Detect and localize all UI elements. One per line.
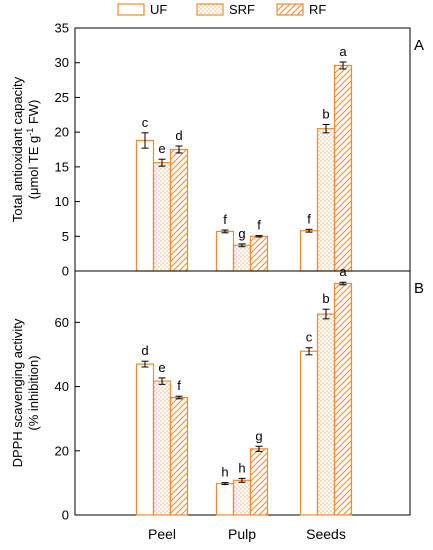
bar-a-srf-pulp: [232, 244, 252, 272]
y-tick-label-a: 30: [55, 55, 69, 70]
x-tick-label-seeds: Seeds: [306, 526, 346, 542]
significance-letter-b: h: [238, 460, 245, 475]
bar-a-srf-peel: [152, 162, 172, 272]
y-axis-label-b: DPPH scavenging activity(% inhibition): [10, 318, 41, 467]
panel-label-b: B: [414, 280, 424, 297]
significance-letter-b: e: [158, 360, 165, 375]
y-tick-label-a: 10: [55, 194, 69, 209]
significance-letter-b: b: [322, 291, 329, 306]
y-tick-label-b: 60: [55, 315, 69, 330]
significance-letter-a: f: [257, 218, 261, 233]
bar-a-uf-peel: [135, 139, 155, 272]
bar-b-rf-pulp: [249, 448, 269, 516]
significance-letter-a: d: [175, 128, 182, 143]
bar-b-uf-seeds: [299, 350, 319, 516]
significance-letter-a: f: [307, 211, 311, 226]
significance-letter-b: f: [177, 378, 181, 393]
panel-b: 0 20 40 60 B DPPH scavenging activity(% inhib…: [10, 264, 424, 522]
y-tick-label-b: 20: [55, 443, 69, 458]
legend-swatch-srf: [196, 3, 224, 16]
significance-letter-a: a: [339, 44, 347, 59]
y-tick-label-a: 0: [62, 264, 69, 279]
bar-b-srf-pulp: [232, 479, 252, 516]
y-tick-label-a: 5: [62, 229, 69, 244]
bar-a-rf-pulp: [249, 235, 269, 272]
bar-b-uf-pulp: [215, 482, 235, 516]
legend-label-srf: SRF: [229, 2, 255, 17]
y-tick-label-a: 20: [55, 125, 69, 140]
significance-letter-a: g: [238, 226, 245, 241]
bar-b-uf-peel: [135, 363, 155, 516]
bar-a-srf-seeds: [316, 128, 336, 272]
bar-a-rf-peel: [169, 148, 189, 272]
legend-label-uf: UF: [150, 2, 167, 17]
significance-letter-b: g: [255, 428, 262, 443]
legend: UF SRF RF: [117, 2, 326, 17]
significance-letter-b: c: [306, 330, 313, 345]
y-tick-label-a: 35: [55, 21, 69, 36]
significance-letter-a: c: [142, 115, 149, 130]
bar-b-rf-peel: [169, 396, 189, 516]
legend-swatch-uf: [117, 3, 145, 16]
y-tick-label-b: 0: [62, 508, 69, 523]
x-tick-label-peel: Peel: [148, 526, 176, 542]
panel-label-a: A: [414, 37, 424, 54]
y-tick-label-a: 25: [55, 90, 69, 105]
significance-letter-a: f: [223, 212, 227, 227]
bar-a-uf-seeds: [299, 230, 319, 272]
significance-letter-b: d: [141, 343, 148, 358]
panel-a: 0 5 10 15 20 25 30 35 A Total antioxidant capacit…: [10, 21, 424, 279]
significance-letter-a: e: [158, 141, 165, 156]
legend-swatch-rf: [276, 3, 304, 16]
bar-b-srf-seeds: [316, 313, 336, 516]
bar-a-uf-pulp: [215, 230, 235, 272]
significance-letter-b: h: [221, 465, 228, 480]
significance-letter-a: b: [322, 107, 329, 122]
x-category-labels: Peel Pulp Seeds: [148, 526, 346, 542]
significance-letter-b: a: [339, 264, 347, 279]
bar-b-rf-seeds: [333, 282, 353, 516]
bar-a-rf-seeds: [333, 64, 353, 272]
x-tick-label-pulp: Pulp: [228, 526, 256, 542]
y-tick-label-b: 40: [55, 379, 69, 394]
legend-label-rf: RF: [309, 2, 326, 17]
bar-b-srf-peel: [152, 380, 172, 516]
y-axis-label-a: Total antioxidant capacity(μmol TE g-1 F…: [10, 76, 41, 222]
y-tick-label-a: 15: [55, 159, 69, 174]
